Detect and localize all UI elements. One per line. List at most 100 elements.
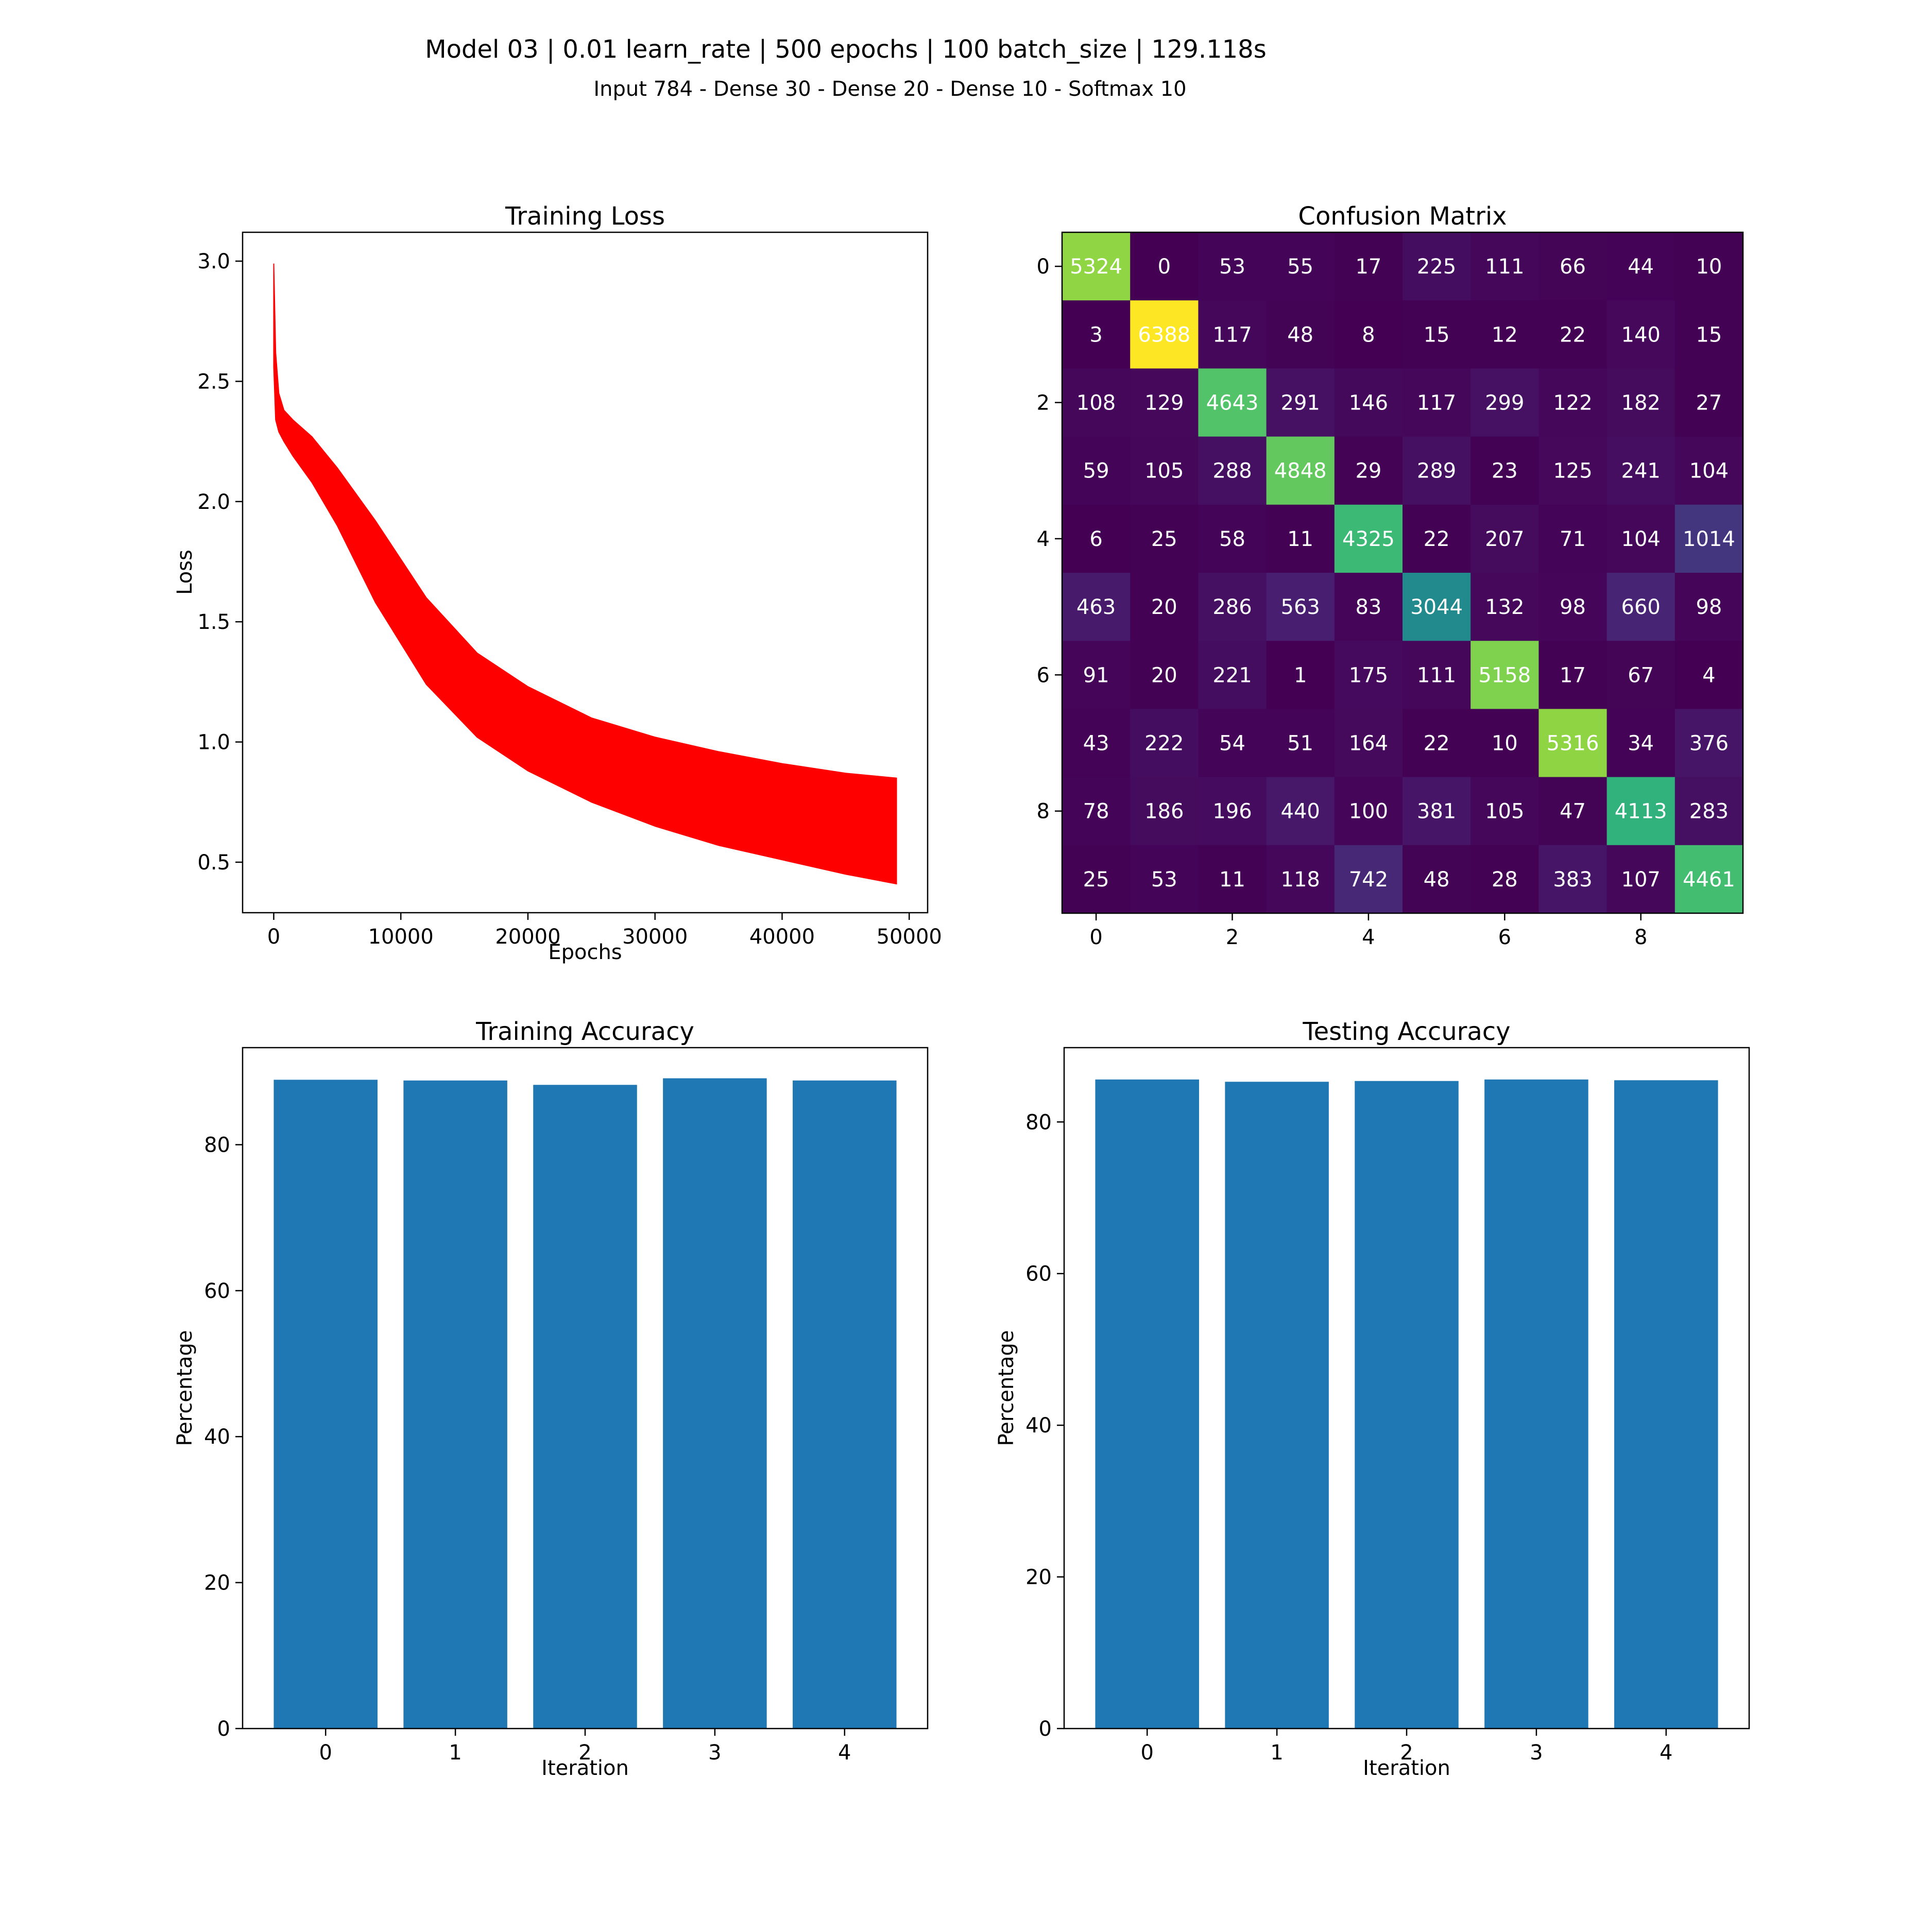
cm-cell-value: 118 <box>1281 868 1320 892</box>
cm-cell-value: 71 <box>1560 527 1586 551</box>
cm-cell-value: 53 <box>1151 868 1177 892</box>
cm-cell-value: 17 <box>1560 663 1586 687</box>
cm-cell <box>1130 777 1199 846</box>
cm-cell-value: 299 <box>1485 391 1524 415</box>
cm-cell <box>1538 709 1608 778</box>
cm-cell-value: 129 <box>1144 391 1184 415</box>
cm-cell-value: 381 <box>1417 800 1456 824</box>
cm-cell-value: 221 <box>1212 663 1252 687</box>
cm-cell <box>1062 845 1131 914</box>
cm-cell-value: 8 <box>1362 323 1375 347</box>
accuracy-bar <box>533 1085 637 1729</box>
cm-cell-value: 44 <box>1628 255 1654 279</box>
cm-cell <box>1130 504 1199 573</box>
cm-cell-value: 164 <box>1349 732 1388 756</box>
cm-cell-value: 0 <box>1158 255 1171 279</box>
loss-title: Training Loss <box>505 202 665 231</box>
cm-cell <box>1062 504 1131 573</box>
cm-cell <box>1266 845 1335 914</box>
accuracy-bar <box>1614 1080 1718 1729</box>
cm-cell-value: 28 <box>1492 868 1518 892</box>
cm-cell <box>1198 573 1267 641</box>
cm-cell-value: 146 <box>1349 391 1388 415</box>
cm-cell-value: 286 <box>1212 595 1252 619</box>
cm-cell-value: 67 <box>1628 663 1654 687</box>
cm-cell <box>1471 368 1539 437</box>
cm-cell-value: 376 <box>1689 732 1729 756</box>
cm-cell-value: 15 <box>1424 323 1450 347</box>
cm-cell <box>1403 368 1471 437</box>
cm-cell-value: 3 <box>1089 323 1102 347</box>
cm-cell <box>1538 368 1608 437</box>
cm-cell <box>1334 777 1403 846</box>
cm-cell-value: 1014 <box>1683 527 1735 551</box>
cm-cell <box>1266 368 1335 437</box>
cm-cell <box>1606 845 1675 914</box>
cm-cell <box>1266 777 1335 846</box>
chart-title: Training Accuracy <box>475 1017 694 1046</box>
accuracy-bar <box>793 1080 897 1729</box>
cm-ytick-label: 8 <box>1037 800 1050 824</box>
cm-ytick-label: 6 <box>1037 663 1050 687</box>
cm-cell-value: 15 <box>1696 323 1722 347</box>
cm-cell <box>1403 777 1471 846</box>
cm-cell <box>1062 368 1131 437</box>
cm-cell <box>1471 845 1539 914</box>
cm-cell <box>1471 573 1539 641</box>
cm-cell-value: 105 <box>1485 800 1524 824</box>
cm-cell <box>1471 436 1539 505</box>
cm-cell-value: 241 <box>1621 459 1661 483</box>
cm-cell <box>1266 300 1335 369</box>
xtick-label: 0 <box>319 1741 332 1765</box>
cm-cell <box>1062 436 1131 505</box>
cm-cell-value: 742 <box>1349 868 1388 892</box>
accuracy-bar <box>273 1080 378 1729</box>
cm-cell-value: 20 <box>1151 595 1177 619</box>
cm-cell <box>1606 300 1675 369</box>
cm-cell-value: 107 <box>1621 868 1661 892</box>
cm-cell <box>1674 504 1743 573</box>
cm-cell <box>1471 232 1539 301</box>
cm-cell <box>1606 709 1675 778</box>
cm-cell-value: 29 <box>1355 459 1381 483</box>
cm-cell <box>1674 436 1743 505</box>
cm-cell <box>1538 232 1608 301</box>
cm-cell-value: 11 <box>1219 868 1245 892</box>
cm-cell <box>1062 777 1131 846</box>
confusion-matrix-panel: 5324 0 53 55 17 225 111 66 44 103 6388 117 48 8 15 12 22… <box>1037 202 1744 949</box>
ytick-label: 0 <box>1039 1717 1052 1741</box>
cm-cell-value: 291 <box>1281 391 1320 415</box>
cm-cell-value: 122 <box>1553 391 1592 415</box>
loss-xlabel: Epochs <box>548 941 622 964</box>
cm-cell-value: 98 <box>1560 595 1586 619</box>
cm-cell-value: 104 <box>1621 527 1661 551</box>
cm-cell-value: 4848 <box>1274 459 1327 483</box>
cm-cell <box>1062 300 1131 369</box>
ytick-label: 80 <box>1025 1110 1052 1134</box>
cm-cell-value: 283 <box>1689 800 1729 824</box>
cm-cell <box>1606 232 1675 301</box>
loss-ytick-label: 1.5 <box>197 610 230 634</box>
cm-cell <box>1266 641 1335 709</box>
cm-cell-value: 104 <box>1689 459 1729 483</box>
cm-cell <box>1130 300 1199 369</box>
cm-cell-value: 186 <box>1144 800 1184 824</box>
cm-cell-value: 117 <box>1212 323 1252 347</box>
cm-cell <box>1334 436 1403 505</box>
cm-cell-value: 58 <box>1219 527 1245 551</box>
cm-cell-value: 196 <box>1212 800 1252 824</box>
cm-cell <box>1403 436 1471 505</box>
cm-cell-value: 78 <box>1083 800 1109 824</box>
loss-ytick-label: 2.0 <box>197 490 230 514</box>
cm-cell-value: 43 <box>1083 732 1109 756</box>
cm-cell-value: 288 <box>1212 459 1252 483</box>
cm-cell <box>1606 436 1675 505</box>
cm-cell <box>1674 709 1743 778</box>
cm-cell <box>1198 436 1267 505</box>
loss-ytick-label: 3.0 <box>197 250 230 273</box>
cm-cell <box>1606 504 1675 573</box>
cm-cell-value: 175 <box>1349 663 1388 687</box>
cm-cell-value: 111 <box>1485 255 1524 279</box>
cm-cell-value: 5324 <box>1070 255 1122 279</box>
cm-cell <box>1606 573 1675 641</box>
